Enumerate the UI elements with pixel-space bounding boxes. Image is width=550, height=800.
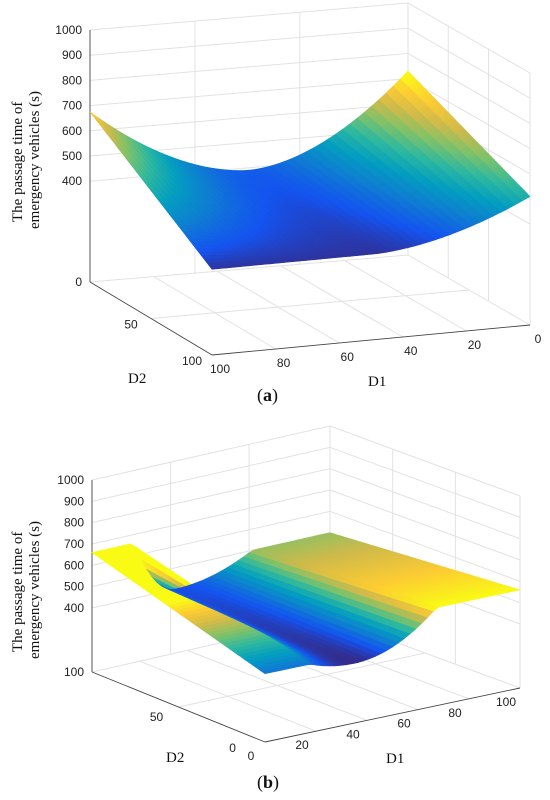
a-z-tick-label: 0 <box>75 275 82 289</box>
z-axis-label-line2-a: emergency vehicles (s) <box>27 91 43 229</box>
b-y-tick-label: 0 <box>229 741 236 755</box>
a-z-grid-line <box>89 52 531 124</box>
a-axis-edge <box>89 281 213 356</box>
a-z-grid-line <box>89 254 531 326</box>
a-y-tick-label: 100 <box>182 354 202 368</box>
a-z-tick-label: 500 <box>62 149 82 163</box>
a-x-tick-label: 60 <box>341 350 355 364</box>
a-z-tick-label: 700 <box>62 99 82 113</box>
x-axis-label-a: D1 <box>368 374 386 390</box>
axes-frame-a <box>89 2 531 356</box>
b-x-tick-label: 60 <box>397 717 411 731</box>
z-axis-label-line2-b: emergency vehicles (s) <box>27 521 43 659</box>
y-axis-label-b: D2 <box>166 750 184 766</box>
b-z-grid-line <box>91 446 521 518</box>
b-x-tick-label: 100 <box>496 695 516 709</box>
b-surface-facet <box>91 550 103 556</box>
chart-panel-b: 100 400 500 600 700 800 900 1000 0 20 40 60 80 100 0 50… <box>0 410 550 800</box>
a-z-grid-line <box>89 27 531 99</box>
a-z-tick-label: 600 <box>62 124 82 138</box>
a-floor-grid-line <box>280 265 404 338</box>
x-axis-label-b: D1 <box>386 751 404 767</box>
b-z-tick-label: 100 <box>64 665 84 679</box>
b-z-grid-line <box>91 510 521 582</box>
b-x-tick-label: 80 <box>448 706 462 720</box>
tick-labels-a: 0 400 500 600 700 800 900 1000 100 80 60 40 20 0 50 100 <box>55 23 541 376</box>
b-axis-edge <box>91 671 266 743</box>
b-x-tick-label: 20 <box>295 738 309 752</box>
b-z-tick-label: 500 <box>64 580 84 594</box>
panel-label-a: (a) <box>257 385 278 405</box>
a-floor-grid-line <box>150 289 470 319</box>
y-axis-label-a: D2 <box>128 371 146 387</box>
b-z-grid-line <box>91 468 521 540</box>
b-floor-grid-line <box>178 652 426 708</box>
b-z-tick-label: 700 <box>64 537 84 551</box>
a-y-tick-label: 50 <box>124 318 138 332</box>
a-x-tick-label: 100 <box>210 362 230 376</box>
b-x-tick-label: 40 <box>346 727 360 741</box>
a-floor-grid-line <box>216 270 340 344</box>
surface-mesh-a <box>89 70 531 270</box>
b-z-tick-label: 900 <box>64 494 84 508</box>
surface-plot-a: 0 400 500 600 700 800 900 1000 100 80 60 40 20 0 50 100… <box>10 2 542 390</box>
b-floor-grid-line <box>187 649 368 721</box>
a-surface-facet <box>400 70 412 82</box>
panel-label-b-letter: b <box>263 772 274 792</box>
a-x-tick-label: 20 <box>468 338 482 352</box>
a-z-tick-label: 1000 <box>55 23 82 37</box>
a-x-tick-label: 0 <box>535 332 542 346</box>
z-axis-label-b: The passage time of emergency vehicles (… <box>10 521 43 659</box>
a-z-tick-label: 900 <box>62 48 82 62</box>
b-y-tick-label: 50 <box>150 710 164 724</box>
surface-mesh-b <box>91 532 521 675</box>
b-z-grid-line <box>91 489 521 561</box>
panel-label-b: (b) <box>257 772 280 792</box>
a-z-tick-label: 400 <box>62 174 82 188</box>
a-surface-facet <box>89 111 101 121</box>
chart-panel-a: 0 400 500 600 700 800 900 1000 100 80 60 40 20 0 50 100… <box>10 2 542 405</box>
z-axis-label-line1-a: The passage time of <box>10 102 26 222</box>
b-z-tick-label: 800 <box>64 516 84 530</box>
z-axis-label-line1-b: The passage time of <box>10 532 26 652</box>
a-floor-grid-line <box>153 276 276 350</box>
a-floor-grid-line <box>344 259 467 332</box>
z-axis-label-a: The passage time of emergency vehicles (… <box>10 91 43 229</box>
a-z-tick-label: 800 <box>62 73 82 87</box>
a-axis-edge <box>211 324 531 356</box>
a-x-tick-label: 80 <box>277 356 291 370</box>
a-x-tick-label: 40 <box>404 344 418 358</box>
surface-plot-b: 1004005006007008009001000020406080100050… <box>10 425 521 767</box>
b-z-grid-line <box>91 425 521 497</box>
panel-label-a-letter: a <box>263 385 272 405</box>
b-axis-edge <box>264 687 521 743</box>
b-z-tick-label: 400 <box>64 601 84 615</box>
b-z-tick-label: 1000 <box>57 473 84 487</box>
b-floor-grid-line <box>139 660 317 732</box>
a-z-grid-line <box>89 2 531 74</box>
b-z-tick-label: 600 <box>64 558 84 572</box>
b-x-tick-label: 0 <box>248 749 255 763</box>
